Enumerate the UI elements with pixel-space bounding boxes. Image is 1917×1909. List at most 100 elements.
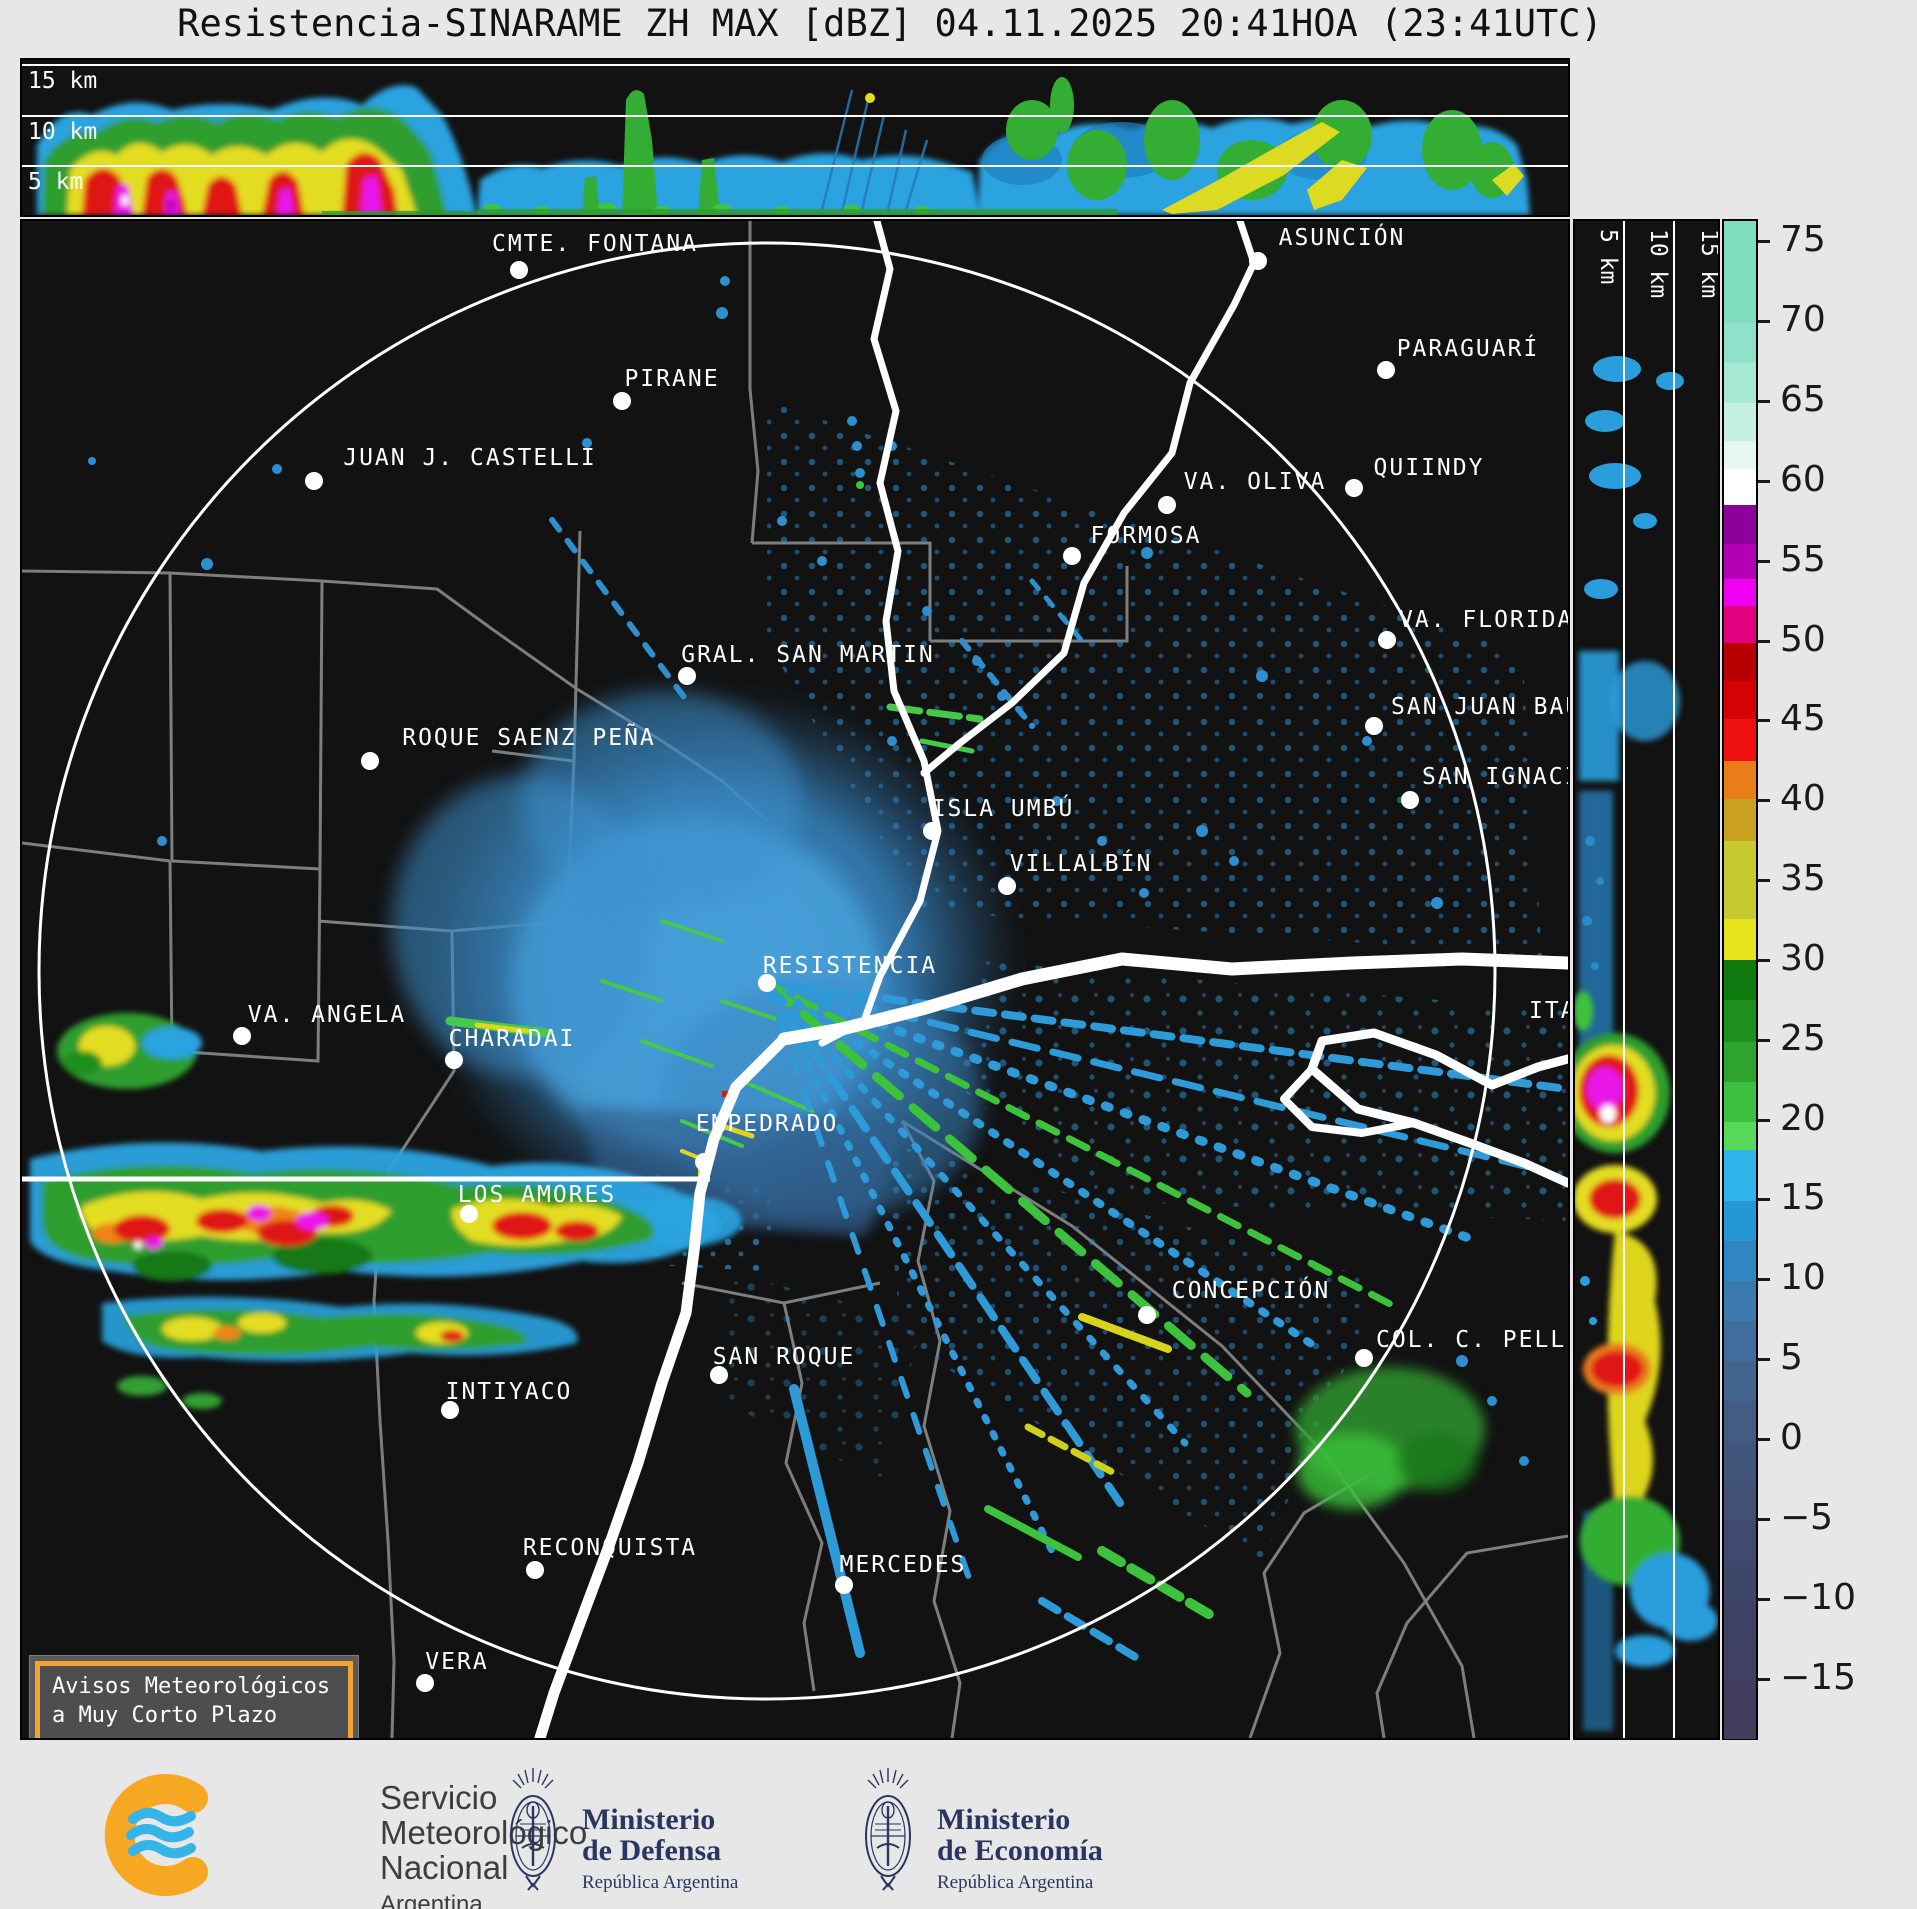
city-label: EMPEDRADO: [695, 1111, 839, 1137]
city-layer: CMTE. FONTANA ASUNCIÓN PIRANE PARAGUARÍ JUAN…: [22, 221, 1568, 1738]
colorbar-segment: [1724, 1640, 1756, 1682]
city-label: VA. ANGELA: [247, 1002, 407, 1028]
smn-logo-block: Servicio Meteorológico Nacional Argentin…: [95, 1772, 695, 1909]
city-label: RECONQUISTA: [522, 1535, 698, 1561]
colorbar-tick-label: 75: [1780, 219, 1826, 261]
colorbar-segment: [1724, 323, 1756, 364]
smn-line1: Servicio: [380, 1779, 498, 1816]
top-cross-section-graphic: [22, 64, 1568, 215]
colorbar-tick-label: 15: [1780, 1177, 1826, 1219]
colorbar-tick-label: −10: [1780, 1576, 1856, 1618]
colorbar-tick-mark: [1758, 479, 1770, 483]
colorbar-tick-mark: [1758, 1437, 1770, 1441]
city-marker: [835, 1576, 853, 1594]
colorbar-tick-mark: [1758, 1038, 1770, 1042]
colorbar-tick-mark: [1758, 1597, 1770, 1601]
colorbar-segment: [1724, 1041, 1756, 1083]
city-marker: [441, 1401, 459, 1419]
city-marker: [1378, 631, 1396, 649]
city-label: ROQUE SAENZ PEÑA: [402, 725, 656, 751]
colorbar-segment: [1724, 918, 1756, 961]
colorbar-tick-mark: [1758, 320, 1770, 324]
colorbar-tick-label: −15: [1780, 1656, 1856, 1698]
warning-box[interactable]: Avisos Meteorológicos a Muy Corto Plazo: [29, 1655, 359, 1738]
colorbar-tick-label: 65: [1780, 379, 1826, 421]
colorbar-tick-mark: [1758, 240, 1770, 244]
city-label: ASUNCIÓN: [1278, 225, 1406, 251]
city-marker: [923, 822, 941, 840]
city-marker: [1401, 791, 1419, 809]
radar-scattered-dots: [88, 276, 1529, 1466]
economia-logo-block: Ministerio de Economía República Argenti…: [855, 1766, 1195, 1906]
colorbar-tick-mark: [1758, 799, 1770, 803]
colorbar-segment: [1724, 1520, 1756, 1562]
city-marker: [416, 1674, 434, 1692]
city-marker: [361, 752, 379, 770]
radar-southeast-cells: [1295, 1367, 1485, 1509]
colorbar-tick-mark: [1758, 879, 1770, 883]
colorbar-tick-label: 70: [1780, 299, 1826, 341]
city-label: INTIYACO: [445, 1379, 573, 1405]
smn-line3: Nacional: [380, 1849, 509, 1886]
colorbar-tick-mark: [1758, 400, 1770, 404]
city-label: JUAN J. CASTELLI: [343, 445, 597, 471]
altitude-gridlines: [22, 64, 1568, 167]
city-label: VERA: [425, 1649, 489, 1675]
colorbar-segment: [1724, 1401, 1756, 1442]
colorbar-tick-label: 5: [1780, 1337, 1803, 1379]
city-label: ITATÍ: [1529, 998, 1568, 1024]
city-label: FORMOSA: [1090, 523, 1202, 549]
defensa-line3: República Argentina: [582, 1872, 739, 1893]
cross-section-east-echoes: [322, 77, 1530, 215]
city-label: SAN JUAN BAUTISTA: [1391, 694, 1568, 720]
altitude-label: 15 km: [1696, 229, 1720, 299]
economia-line2: de Economía: [937, 1834, 1103, 1867]
colorbar-segment: [1724, 1440, 1756, 1482]
range-ring: [37, 241, 1497, 1701]
colorbar-segment: [1724, 760, 1756, 800]
economia-line1: Ministerio: [937, 1803, 1071, 1836]
main-map-panel: CMTE. FONTANA ASUNCIÓN PIRANE PARAGUARÍ JUAN…: [20, 219, 1570, 1740]
colorbar-segment: [1724, 605, 1756, 644]
top-cross-section-panel: 15 km 10 km 5 km: [20, 58, 1570, 217]
defensa-text: Ministerio de Defensa República Argentin…: [582, 1804, 738, 1894]
city-label: COL. C. PELLEGRINI: [1376, 1327, 1568, 1353]
city-marker: [510, 261, 528, 279]
city-label: LOS AMORES: [457, 1182, 617, 1208]
warning-box-inner: Avisos Meteorológicos a Muy Corto Plazo: [35, 1661, 353, 1738]
city-marker: [1249, 252, 1267, 270]
colorbar-segment: [1724, 221, 1756, 324]
city-label: CMTE. FONTANA: [491, 231, 699, 257]
radar-green-dot: [856, 481, 864, 489]
colorbar-segment: [1724, 1560, 1756, 1602]
defensa-coat-of-arms-icon: [510, 1768, 556, 1891]
city-marker: [758, 974, 776, 992]
warning-line2: a Muy Corto Plazo: [52, 1703, 278, 1728]
colorbar-segment: [1724, 1000, 1756, 1043]
altitude-label: 15 km: [28, 68, 98, 94]
city-marker: [998, 877, 1016, 895]
economia-text: Ministerio de Economía República Argenti…: [937, 1804, 1103, 1894]
rivers: [534, 221, 1568, 1738]
cross-section-west-storm: [37, 85, 477, 215]
colorbar-tick-label: 25: [1780, 1017, 1826, 1059]
city-label: QUIINDY: [1373, 455, 1485, 481]
city-marker: [1377, 361, 1395, 379]
economia-coat-of-arms-icon: [865, 1768, 911, 1891]
city-marker: [1355, 1349, 1373, 1367]
colorbar-tick-mark: [1758, 1517, 1770, 1521]
colorbar-tick-label: 0: [1780, 1416, 1803, 1458]
colorbar-segment: [1724, 1321, 1756, 1362]
colorbar-segment: [1724, 468, 1756, 506]
defensa-logo-block: Ministerio de Defensa República Argentin…: [500, 1766, 830, 1906]
colorbar-tick-mark: [1758, 1278, 1770, 1282]
colorbar-tick-mark: [1758, 1198, 1770, 1202]
city-label: PIRANE: [624, 366, 720, 392]
city-label: VA. OLIVA: [1183, 469, 1327, 495]
colorbar-segment: [1724, 799, 1756, 842]
city-label: ISLA UMBÚ: [931, 796, 1075, 822]
colorbar-segment: [1724, 505, 1756, 545]
colorbar-tick-label: 55: [1780, 538, 1826, 580]
city-marker: [1365, 717, 1383, 735]
